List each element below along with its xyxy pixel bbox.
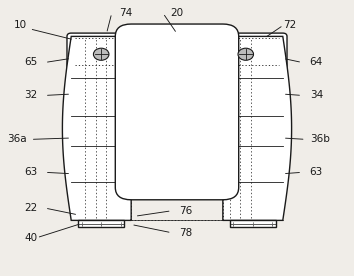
Text: 32: 32 (24, 91, 37, 100)
Text: 36a: 36a (7, 134, 27, 144)
Circle shape (93, 48, 109, 60)
Text: 65: 65 (24, 57, 37, 67)
Text: 63: 63 (24, 167, 37, 177)
Text: 64: 64 (310, 57, 323, 67)
Bar (230, 220, 276, 227)
PathPatch shape (223, 36, 292, 220)
Text: 76: 76 (179, 206, 193, 216)
Circle shape (238, 48, 253, 60)
Text: 63: 63 (310, 167, 323, 177)
Bar (78, 220, 124, 227)
Text: 20: 20 (170, 8, 184, 18)
Text: 78: 78 (179, 228, 193, 238)
Text: 22: 22 (24, 203, 37, 213)
Text: 74: 74 (119, 8, 132, 18)
Text: 34: 34 (310, 91, 323, 100)
FancyBboxPatch shape (115, 24, 239, 200)
Text: 40: 40 (24, 233, 37, 243)
FancyBboxPatch shape (67, 33, 287, 70)
PathPatch shape (62, 36, 131, 220)
Text: 10: 10 (13, 20, 27, 30)
Text: 36b: 36b (310, 134, 330, 144)
Text: 72: 72 (283, 20, 296, 30)
